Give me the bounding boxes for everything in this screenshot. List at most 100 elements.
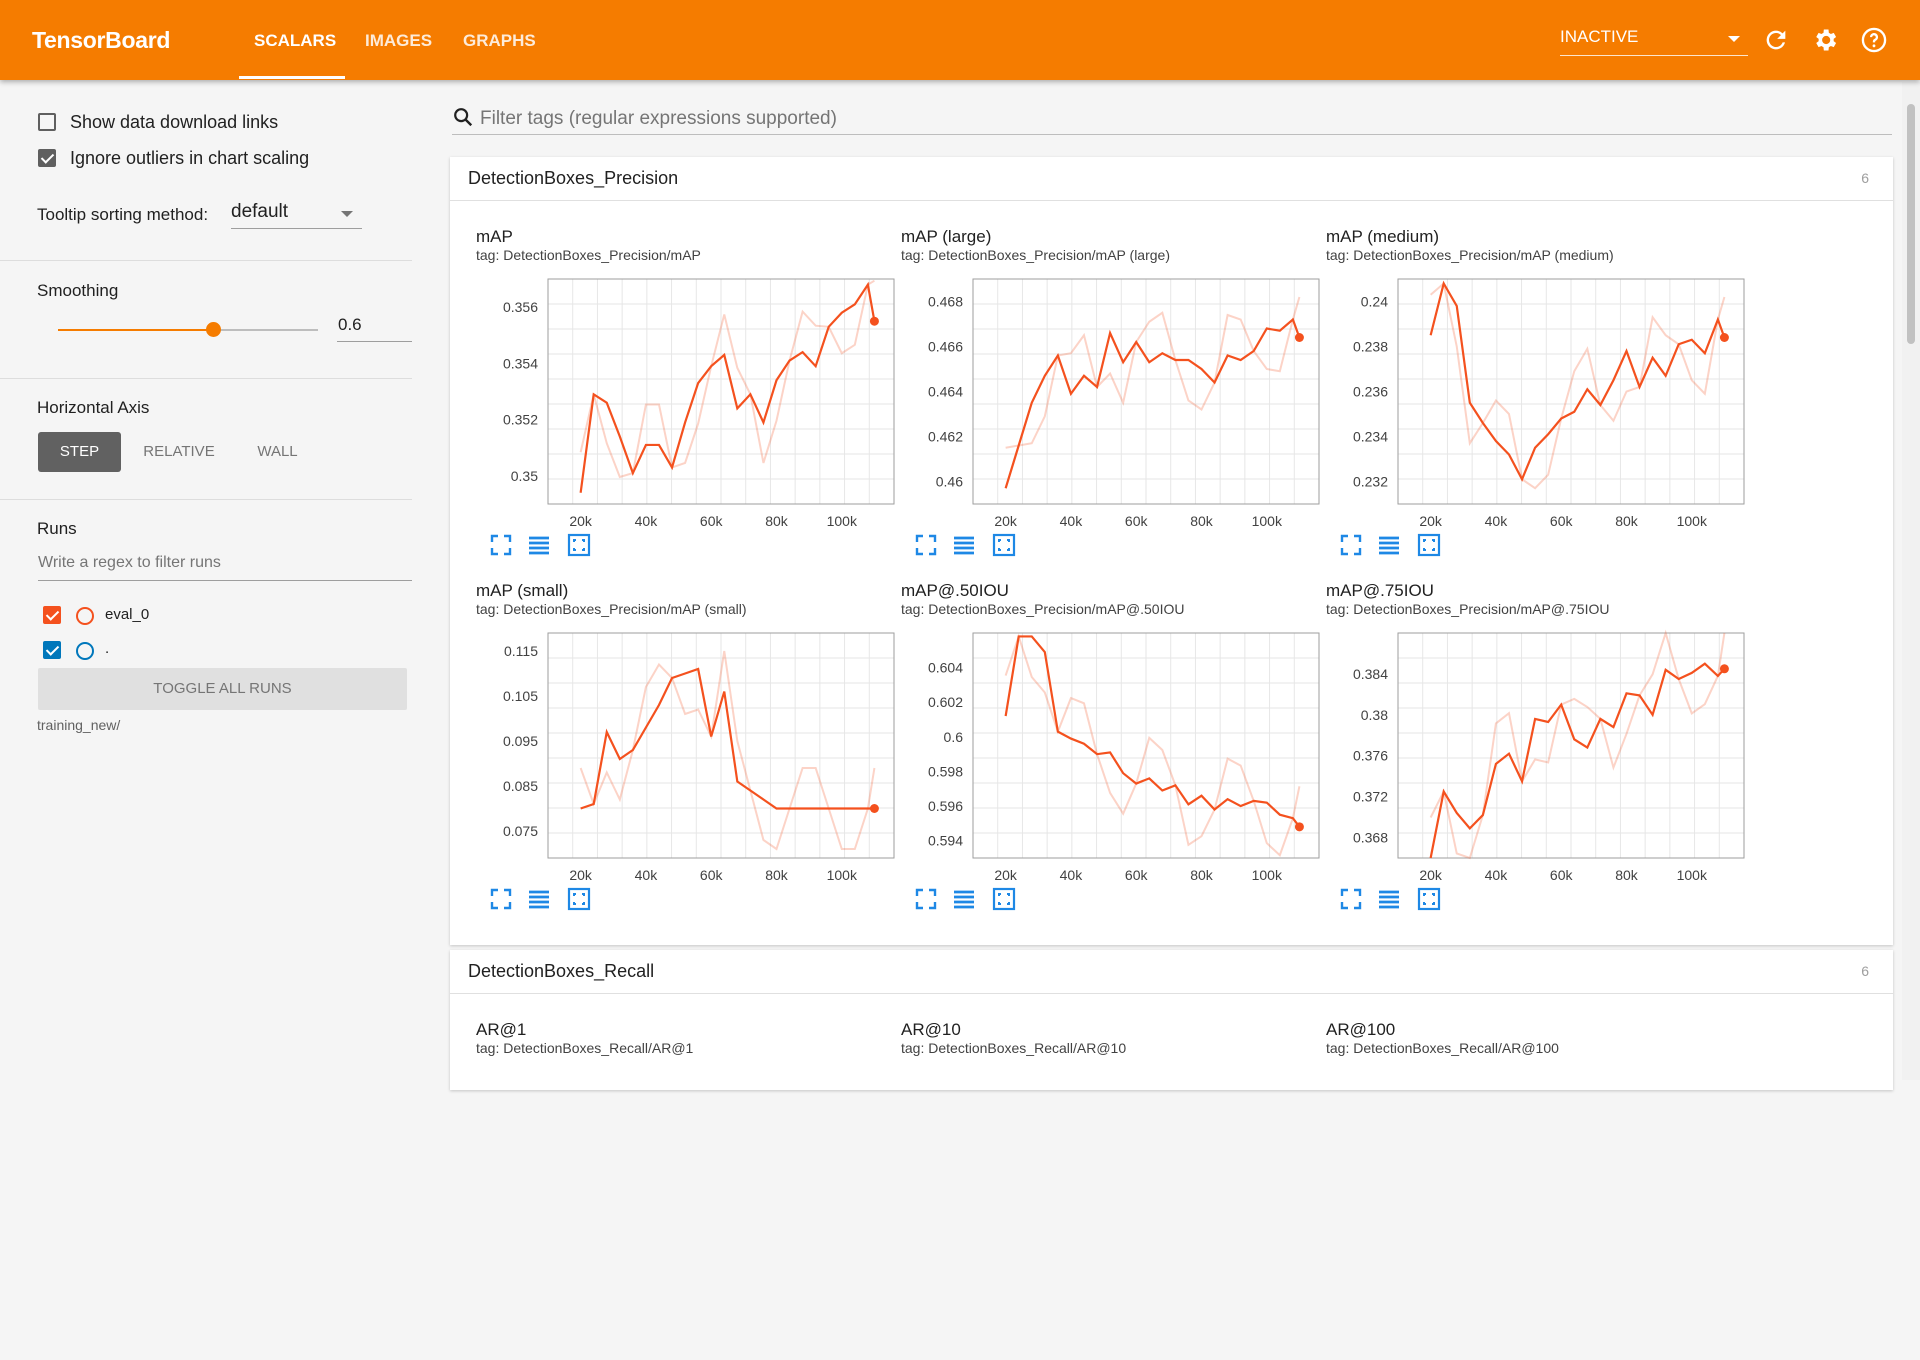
scrollbar-thumb[interactable] [1907, 104, 1915, 344]
line-chart[interactable]: 20k 40k 60k 80k 100k 0.46 0.462 0.464 0.466 0.468 [901, 271, 1321, 531]
chart-tag: tag: DetectionBoxes_Precision/mAP@.75IOU [1326, 601, 1610, 617]
run-dot-checkbox[interactable] [43, 641, 61, 659]
show-download-checkbox[interactable] [38, 113, 56, 131]
line-chart[interactable]: 20k 40k 60k 80k 100k 0.35 0.352 0.354 0.356 [476, 271, 896, 531]
gear-icon[interactable] [1811, 26, 1839, 54]
refresh-icon[interactable] [1762, 26, 1790, 54]
chart-tag: tag: DetectionBoxes_Recall/AR@1 [476, 1040, 694, 1056]
fullscreen-icon[interactable] [913, 533, 939, 557]
tag-filter-input[interactable]: Filter tags (regular expressions support… [452, 100, 1892, 135]
fit-domain-icon[interactable] [1416, 887, 1442, 911]
chart-tag: tag: DetectionBoxes_Precision/mAP@.50IOU [901, 601, 1185, 617]
y-tick-label: 0.376 [1353, 748, 1388, 764]
haxis-relative-button[interactable]: RELATIVE [143, 443, 215, 460]
chart-tag: tag: DetectionBoxes_Recall/AR@100 [1326, 1040, 1559, 1056]
y-tick-label: 0.352 [503, 412, 538, 428]
logdir-label: training_new/ [37, 717, 121, 733]
fit-domain-icon[interactable] [991, 887, 1017, 911]
raw-series-line [1429, 629, 1726, 860]
fullscreen-icon[interactable] [488, 533, 514, 557]
chart-title: mAP@.75IOU [1326, 581, 1434, 600]
data-table-icon[interactable] [951, 887, 977, 911]
x-tick-label: 40k [635, 513, 659, 529]
run-color-dot [76, 642, 94, 660]
haxis-wall-button[interactable]: WALL [257, 443, 298, 460]
chart-card: mAP (small) tag: DetectionBoxes_Precision… [476, 581, 896, 921]
x-tick-label: 100k [1252, 867, 1283, 883]
plot-frame [547, 278, 895, 505]
plot-frame [972, 632, 1320, 859]
y-tick-label: 0.354 [503, 355, 538, 371]
smoothing-input[interactable]: 0.6 [337, 311, 412, 342]
line-chart[interactable]: 20k 40k 60k 80k 100k 0.594 0.596 0.598 0.6 0.602 0… [901, 625, 1321, 885]
run-color-dot [76, 607, 94, 625]
smoothing-label: Smoothing [37, 281, 119, 300]
y-tick-label: 0.35 [511, 468, 538, 484]
series-endpoint [1294, 333, 1304, 342]
toggle-all-runs-button[interactable]: TOGGLE ALL RUNS [38, 668, 407, 710]
fullscreen-icon[interactable] [1338, 887, 1364, 911]
chevron-down-icon [1728, 36, 1740, 42]
y-tick-label: 0.602 [928, 694, 963, 710]
y-tick-label: 0.46 [936, 474, 963, 490]
line-chart[interactable]: 20k 40k 60k 80k 100k 0.075 0.085 0.095 0.105 0.11… [476, 625, 896, 885]
plot-frame [1397, 632, 1745, 859]
line-chart[interactable]: 20k 40k 60k 80k 100k 0.368 0.372 0.376 0.38 0.384 [1326, 625, 1746, 885]
y-tick-label: 0.468 [928, 294, 963, 310]
tooltip-sort-label: Tooltip sorting method: [37, 205, 209, 224]
x-tick-label: 40k [1485, 513, 1509, 529]
category-header[interactable]: DetectionBoxes_Recall 6 [450, 950, 1893, 994]
tooltip-sort-dropdown[interactable]: default [231, 198, 362, 229]
raw-series-line [1005, 296, 1301, 449]
active-tab-indicator [239, 76, 345, 79]
run-eval-0-checkbox[interactable] [43, 606, 61, 624]
x-tick-label: 20k [994, 513, 1018, 529]
smoothing-value: 0.6 [338, 315, 362, 334]
fit-domain-icon[interactable] [991, 533, 1017, 557]
status-value: INACTIVE [1560, 27, 1639, 46]
fit-domain-icon[interactable] [566, 533, 592, 557]
y-tick-label: 0.368 [1353, 830, 1388, 846]
data-table-icon[interactable] [951, 533, 977, 557]
series-endpoint [1719, 333, 1729, 342]
smoothing-slider[interactable] [58, 322, 318, 337]
data-table-icon[interactable] [1376, 533, 1402, 557]
ignore-outliers-checkbox[interactable] [38, 149, 56, 167]
scrollbar[interactable] [1902, 82, 1920, 1080]
smoothing-section: Smoothing 0.6 [0, 261, 412, 379]
x-tick-label: 20k [994, 867, 1018, 883]
data-table-icon[interactable] [526, 533, 552, 557]
fullscreen-icon[interactable] [913, 887, 939, 911]
fullscreen-icon[interactable] [488, 887, 514, 911]
data-table-icon[interactable] [526, 887, 552, 911]
data-table-icon[interactable] [1376, 887, 1402, 911]
smoothing-slider-knob[interactable] [206, 322, 221, 337]
help-icon[interactable] [1860, 26, 1888, 54]
x-tick-label: 80k [765, 513, 789, 529]
category-header[interactable]: DetectionBoxes_Precision 6 [450, 157, 1893, 201]
line-chart[interactable]: 20k 40k 60k 80k 100k 0.232 0.234 0.236 0.238 0.24 [1326, 271, 1746, 531]
chart-tag: tag: DetectionBoxes_Precision/mAP (large… [901, 247, 1170, 263]
runs-filter-input[interactable]: Write a regex to filter runs [38, 548, 412, 581]
x-tick-label: 20k [569, 513, 593, 529]
tab-graphs[interactable]: GRAPHS [463, 31, 536, 50]
x-tick-label: 40k [1060, 867, 1084, 883]
fullscreen-icon[interactable] [1338, 533, 1364, 557]
fit-domain-icon[interactable] [566, 887, 592, 911]
ignore-outliers-label: Ignore outliers in chart scaling [70, 148, 310, 168]
smoothing-slider-fill [58, 329, 214, 331]
x-tick-label: 100k [827, 513, 858, 529]
tab-images[interactable]: IMAGES [365, 31, 433, 50]
tooltip-sort-value: default [231, 201, 289, 222]
smoothed-series-line [1004, 635, 1301, 828]
haxis-step-button[interactable]: STEP [38, 432, 121, 472]
y-tick-label: 0.38 [1361, 707, 1388, 723]
smoothed-series-line [579, 281, 876, 493]
x-tick-label: 20k [1419, 867, 1443, 883]
chart-title: mAP (large) [901, 227, 992, 246]
raw-series-line [579, 650, 876, 851]
tab-scalars[interactable]: SCALARS [254, 31, 337, 50]
status-dropdown[interactable]: INACTIVE [1560, 27, 1748, 56]
runs-label: Runs [37, 519, 77, 538]
fit-domain-icon[interactable] [1416, 533, 1442, 557]
